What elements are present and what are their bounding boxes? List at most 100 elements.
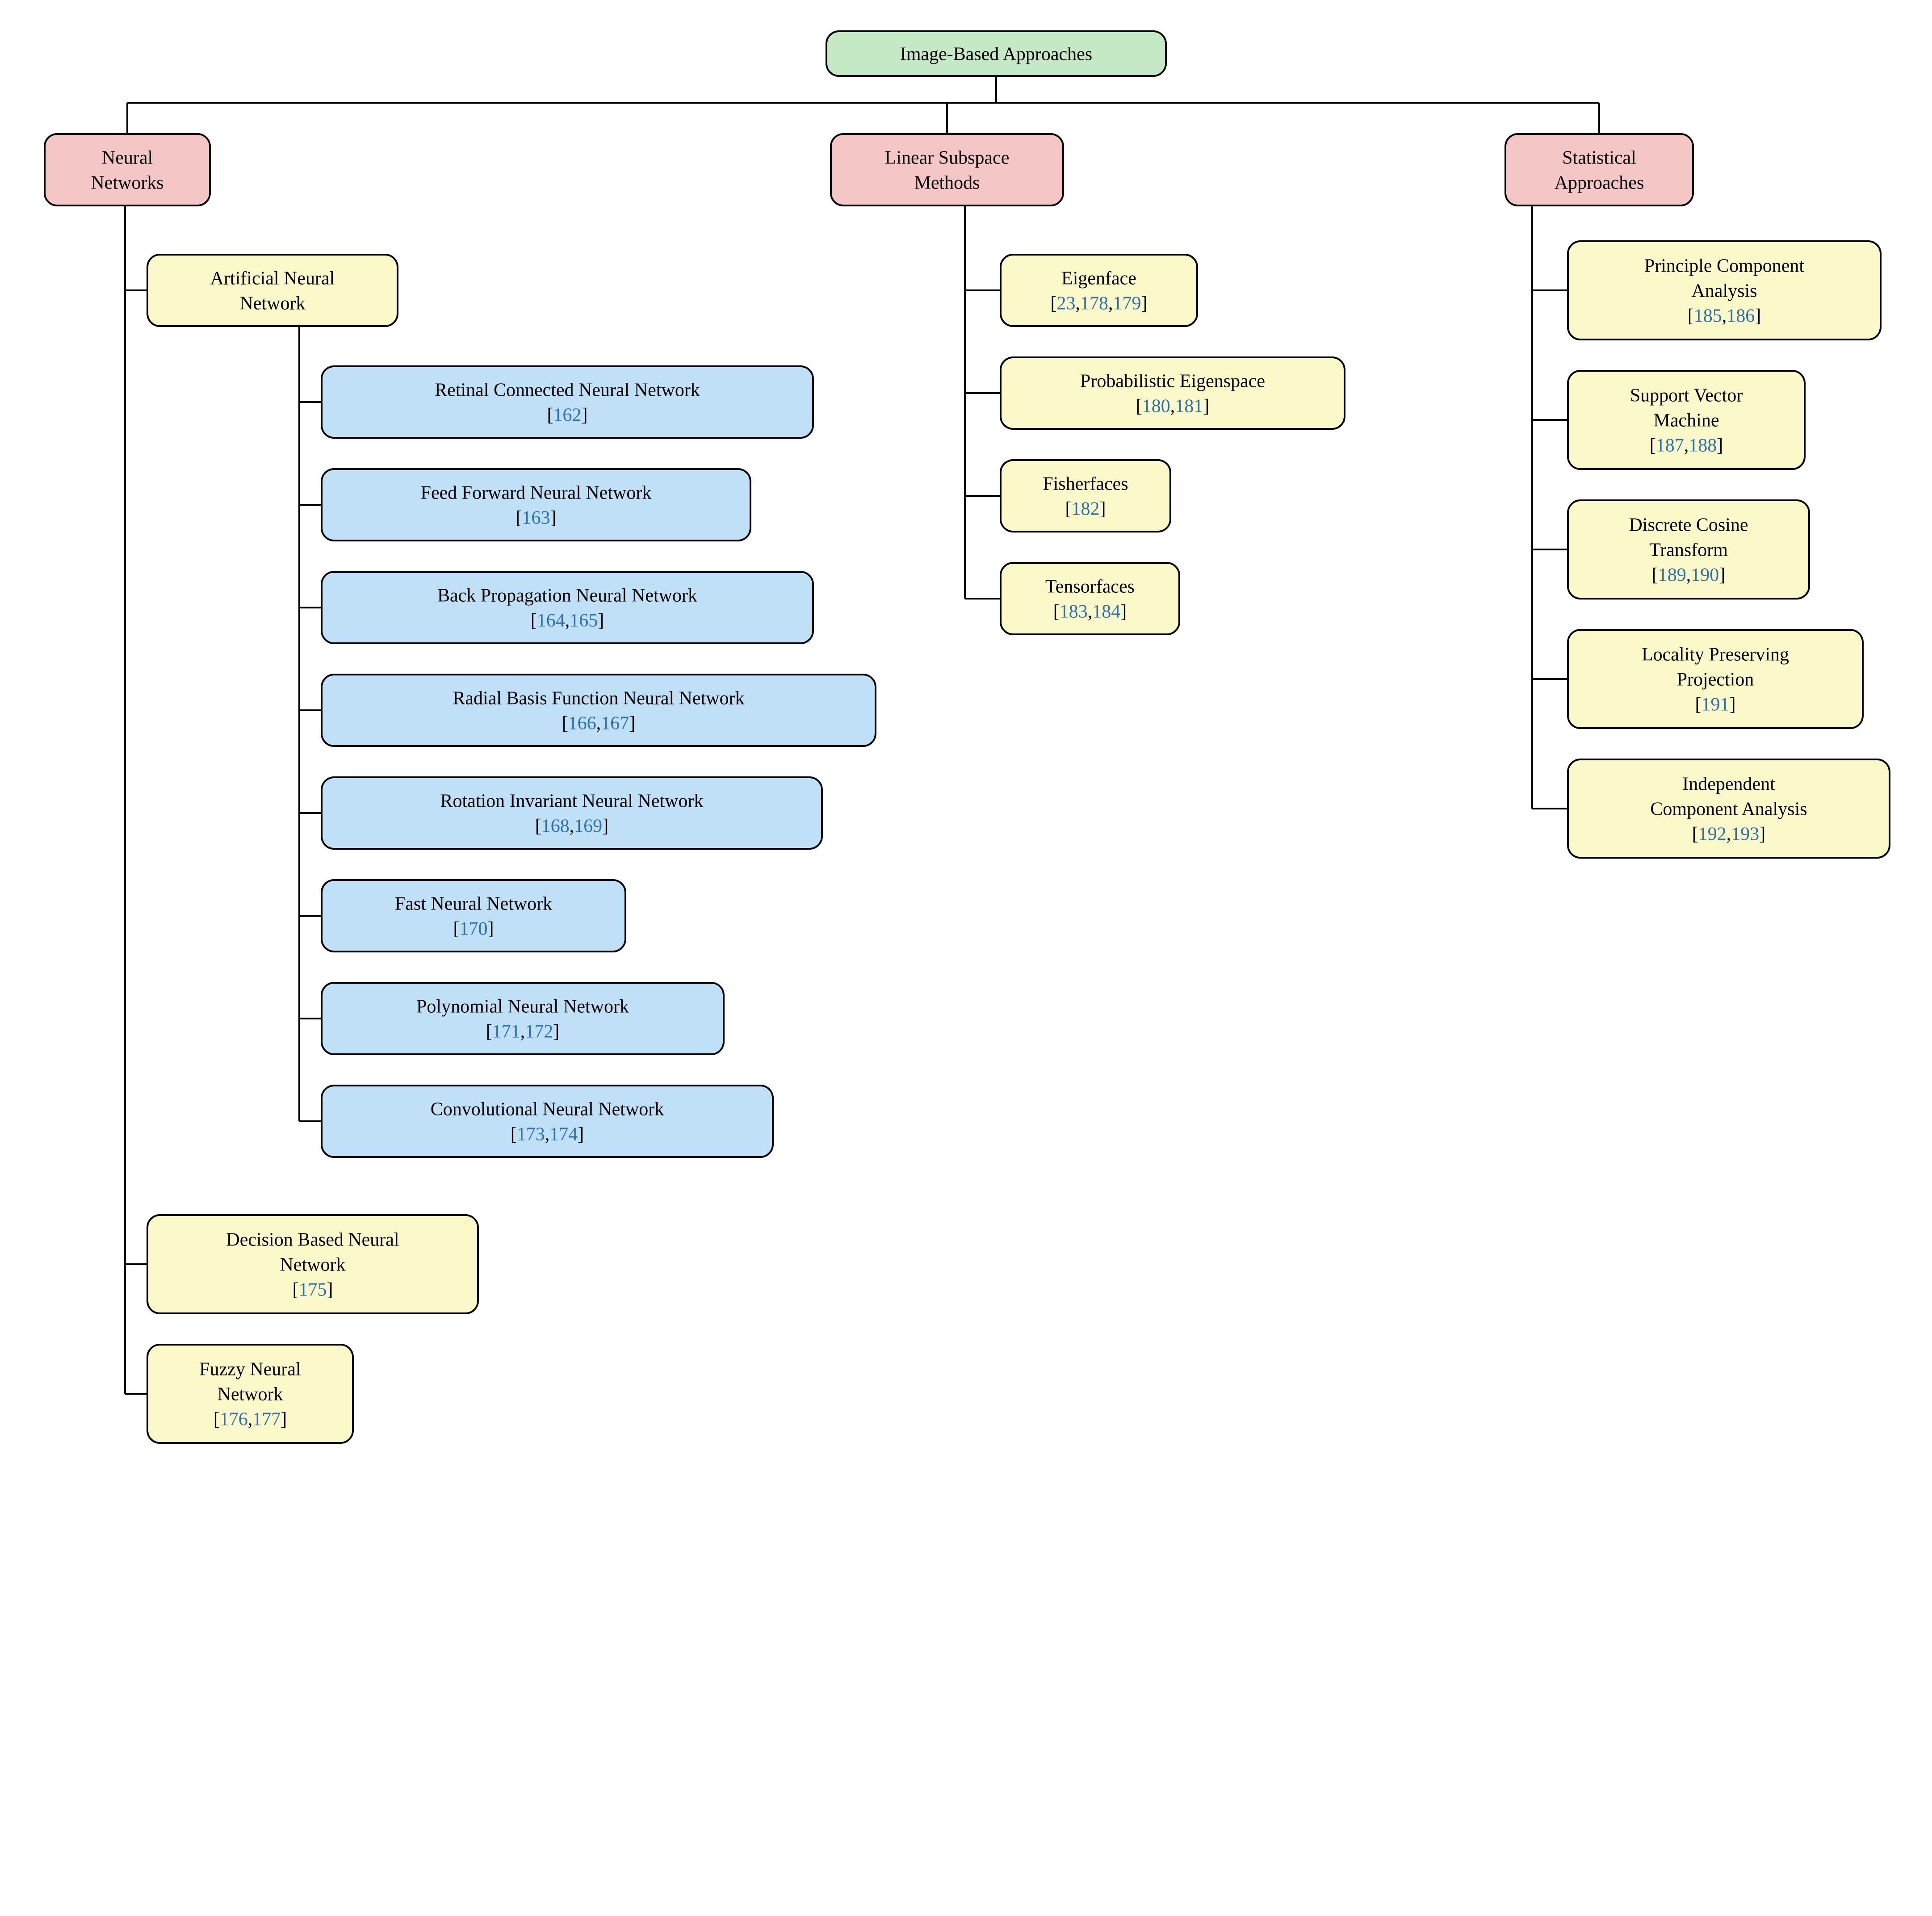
citation-link[interactable]: 190 (1691, 565, 1719, 586)
node-label: Projection (1677, 670, 1754, 690)
node-label: Neural (102, 148, 153, 168)
citation-link[interactable]: 162 (553, 405, 582, 426)
citation-link[interactable]: 193 (1731, 824, 1759, 845)
node-label: Feed Forward Neural Network (421, 483, 652, 503)
citation-link[interactable]: 187 (1656, 436, 1684, 456)
node-refs: [192,193] (1692, 824, 1766, 845)
node-label: Back Propagation Neural Network (437, 586, 697, 606)
citation-link[interactable]: 189 (1658, 565, 1686, 586)
node-label: Image-Based Approaches (900, 44, 1092, 65)
node-refs: [189,190] (1652, 565, 1726, 586)
node-refs: [183,184] (1053, 602, 1127, 622)
citation-link[interactable]: 165 (570, 611, 598, 631)
citation-link[interactable]: 184 (1092, 602, 1120, 622)
node-fuzzy: Fuzzy Neural Network [176,177] (147, 1345, 353, 1443)
citation-link[interactable]: 183 (1060, 602, 1088, 622)
node-label: Transform (1649, 540, 1728, 561)
node-label: Analysis (1692, 281, 1757, 302)
node-fisher: Fisherfaces[182] (1001, 460, 1170, 532)
citation-link[interactable]: 167 (601, 713, 629, 734)
node-label: Linear Subspace (885, 148, 1010, 168)
node-rcnn: Retinal Connected Neural Network [162] (322, 366, 813, 438)
node-refs: [168,169] (535, 816, 609, 837)
node-label: Fisherfaces (1043, 474, 1128, 495)
node-label: Eigenface (1061, 268, 1136, 289)
node-refs: [23,178,179] (1051, 293, 1148, 314)
node-label: Network (280, 1255, 346, 1275)
node-peig: Probabilistic Eigenspace[180,181] (1001, 357, 1345, 429)
citation-link[interactable]: 181 (1175, 396, 1203, 417)
citation-link[interactable]: 186 (1727, 306, 1755, 327)
node-label: Discrete Cosine (1629, 515, 1748, 536)
node-label: Fast Neural Network (395, 894, 552, 914)
citation-link[interactable]: 182 (1072, 499, 1100, 520)
node-label: Tensorfaces (1045, 577, 1135, 597)
citation-link[interactable]: 171 (492, 1022, 520, 1042)
node-refs: [170] (453, 919, 494, 939)
tree-diagram: Image-Based Approaches Neural Networks Line… (0, 0, 1932, 1916)
node-pnn: Polynomial Neural Network[171,172] (322, 983, 724, 1054)
node-sa: Statistical Approaches (1505, 134, 1693, 205)
node-nn: Neural Networks (45, 134, 210, 205)
citation-link[interactable]: 176 (220, 1409, 248, 1430)
node-label: Locality Preserving (1642, 645, 1789, 665)
node-label: Retinal Connected Neural Network (435, 380, 700, 401)
node-refs: [163] (516, 508, 557, 528)
node-label: Networks (91, 173, 163, 193)
node-label: Artificial Neural (210, 268, 335, 289)
node-refs: [176,177] (214, 1409, 287, 1430)
node-root: Image-Based Approaches (826, 31, 1166, 76)
node-label: Independent (1682, 774, 1775, 795)
node-refs: [175] (293, 1280, 333, 1300)
citation-link[interactable]: 177 (252, 1409, 281, 1430)
node-refs: [173,174] (511, 1124, 584, 1145)
citation-link[interactable]: 164 (537, 611, 565, 631)
citation-link[interactable]: 175 (299, 1280, 327, 1300)
citation-link[interactable]: 170 (460, 919, 488, 939)
node-refs: [187,188] (1650, 436, 1723, 456)
node-label: Radial Basis Function Neural Network (453, 688, 744, 709)
node-refs: [171,172] (486, 1022, 560, 1042)
citation-link[interactable]: 174 (549, 1124, 578, 1145)
node-label: Fuzzy Neural (199, 1359, 301, 1380)
node-label: Rotation Invariant Neural Network (440, 791, 704, 812)
citation-link[interactable]: 163 (522, 508, 550, 528)
node-bpnn: Back Propagation Neural Network [164,165] (322, 572, 813, 643)
citation-link[interactable]: 185 (1694, 306, 1722, 327)
citation-link[interactable]: 172 (525, 1022, 553, 1042)
node-label: Principle Component (1644, 256, 1804, 277)
citation-link[interactable]: 169 (574, 816, 602, 837)
node-label: Decision Based Neural (226, 1230, 399, 1250)
citation-link[interactable]: 192 (1698, 824, 1727, 845)
node-label: Statistical (1562, 148, 1636, 168)
node-lsm: Linear Subspace Methods (831, 134, 1063, 205)
node-refs: [191] (1695, 695, 1736, 715)
node-pca: Principle Component Analysis [185,186] (1568, 241, 1881, 340)
citation-link[interactable]: 188 (1689, 436, 1717, 456)
node-fnn: Fast Neural Network [170] (322, 880, 625, 952)
node-svm: Support VectorMachine[187,188] (1568, 371, 1805, 469)
node-label: Methods (914, 173, 980, 193)
citation-link[interactable]: 166 (568, 713, 596, 734)
node-refs: [185,186] (1688, 306, 1761, 327)
citation-link[interactable]: 179 (1113, 293, 1141, 314)
citation-link[interactable]: 191 (1702, 695, 1730, 715)
node-label: Component Analysis (1650, 799, 1807, 820)
node-ica: Independent Component Analysis [192,193] (1568, 759, 1890, 858)
node-rbfnn: Radial Basis Function Neural Network[166… (322, 675, 876, 746)
citation-link[interactable]: 168 (541, 816, 570, 837)
node-label: Approaches (1555, 173, 1644, 193)
node-dct: Discrete Cosine Transform [189,190] (1568, 500, 1809, 599)
node-dbnn: Decision Based Neural Network [175] (147, 1215, 478, 1313)
node-rinn: Rotation Invariant Neural Network [168,16… (322, 777, 822, 849)
citation-link[interactable]: 23 (1057, 293, 1076, 314)
node-refs: [180,181] (1136, 396, 1210, 417)
node-refs: [164,165] (531, 611, 604, 631)
node-label: Machine (1654, 411, 1719, 431)
citation-link[interactable]: 180 (1142, 396, 1170, 417)
node-refs: [162] (547, 405, 588, 426)
node-eigen: Eigenface [23,178,179] (1001, 255, 1197, 326)
citation-link[interactable]: 173 (517, 1124, 545, 1145)
citation-link[interactable]: 178 (1080, 293, 1108, 314)
node-label: Network (218, 1384, 283, 1405)
